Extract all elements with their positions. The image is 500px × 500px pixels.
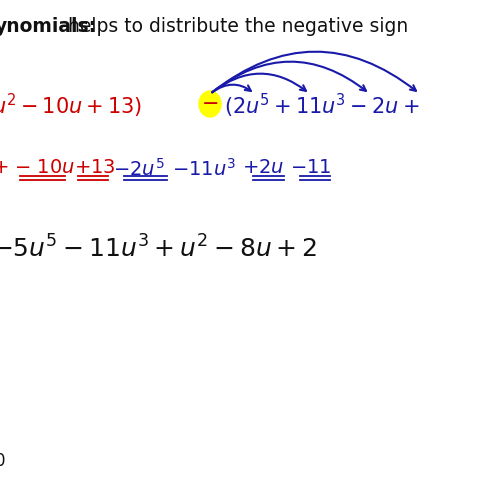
Text: $u^2-10u+13)$: $u^2-10u+13)$ <box>0 92 142 120</box>
Text: ynomials:: ynomials: <box>0 17 97 36</box>
Text: $-\ 10u$: $-\ 10u$ <box>14 158 75 177</box>
Text: $-2u^5$: $-2u^5$ <box>113 158 164 180</box>
Text: $-$: $-$ <box>202 92 218 112</box>
Text: $+13$: $+13$ <box>74 158 116 177</box>
Text: $+$: $+$ <box>0 158 8 177</box>
Text: 0: 0 <box>0 452 6 470</box>
Text: $-11$: $-11$ <box>290 158 332 177</box>
Text: helps to distribute the negative sign: helps to distribute the negative sign <box>62 17 408 36</box>
Text: $-5u^5-11u^3+u^2-8u+2$: $-5u^5-11u^3+u^2-8u+2$ <box>0 235 317 262</box>
Text: $-11u^3$: $-11u^3$ <box>172 158 236 180</box>
Ellipse shape <box>199 91 221 117</box>
Text: $+2u$: $+2u$ <box>242 158 284 177</box>
Text: $(2u^5+11u^3-2u+$: $(2u^5+11u^3-2u+$ <box>224 92 420 120</box>
